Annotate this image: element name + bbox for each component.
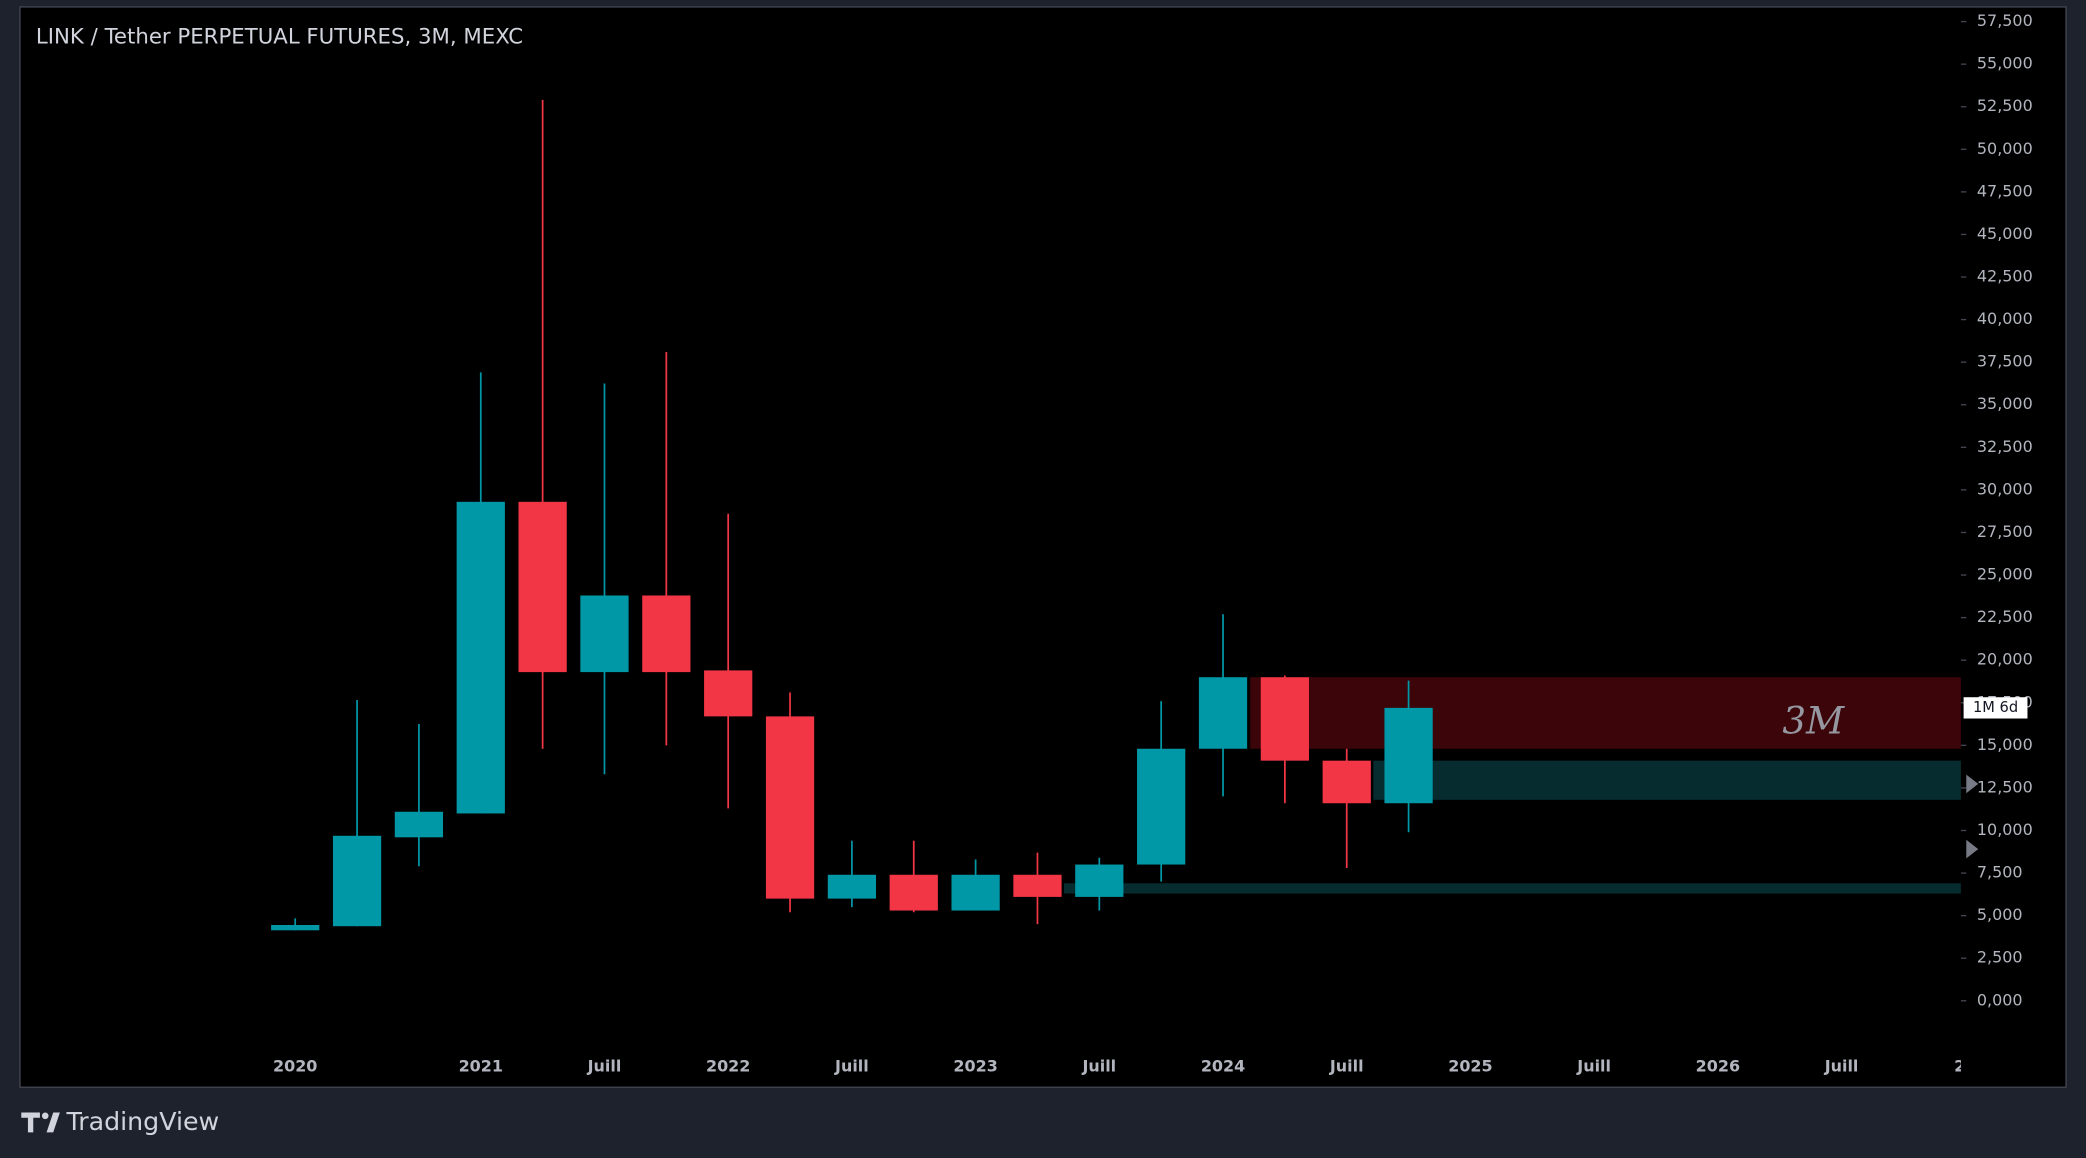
- y-tick-label: 57,500: [1977, 11, 2033, 30]
- candle-body: [642, 595, 691, 673]
- zone-label: 3M: [1782, 699, 1845, 743]
- x-tick-label: 2022: [706, 1057, 750, 1076]
- y-tick-label: 12,500: [1977, 777, 2033, 796]
- candle-body: [827, 874, 877, 899]
- candle-body: [332, 835, 382, 927]
- y-tick-label: 25,000: [1977, 565, 2033, 584]
- brand-logo: [21, 1112, 60, 1133]
- countdown-box: [1963, 697, 2028, 719]
- chart-title: LINK / Tether PERPETUAL FUTURES, 3M, MEX…: [36, 25, 523, 50]
- candle-body: [765, 716, 815, 899]
- candles: [271, 99, 1433, 931]
- candle-body: [1198, 677, 1248, 749]
- y-tick-label: 55,000: [1977, 54, 2033, 73]
- x-tick-label: Juill: [1081, 1057, 1116, 1076]
- x-tick-label: 2025: [1448, 1057, 1492, 1076]
- candle-body: [1075, 864, 1124, 897]
- x-tick-label: Juill: [834, 1057, 869, 1076]
- y-tick-label: 20,000: [1977, 650, 2033, 669]
- chart-panel: [19, 6, 2067, 1088]
- axis-marker: [1966, 774, 1979, 794]
- y-tick-label: 15,000: [1977, 735, 2033, 754]
- candle-body: [1137, 748, 1186, 865]
- candle-body: [951, 874, 1000, 911]
- y-tick-label: 52,500: [1977, 96, 2033, 115]
- x-tick-label: Juill: [1576, 1057, 1611, 1076]
- x-tick-label: Juill: [1824, 1057, 1859, 1076]
- candle-body: [271, 925, 320, 931]
- x-tick-label: 20: [1954, 1057, 1976, 1076]
- x-tick-label: 2023: [953, 1057, 997, 1076]
- x-tick-label: 2021: [459, 1057, 503, 1076]
- y-tick-label: 10,000: [1977, 820, 2033, 839]
- y-tick-label: 45,000: [1977, 224, 2033, 243]
- candle-body: [704, 670, 753, 717]
- candle-body: [580, 595, 629, 673]
- y-tick-label: 42,500: [1977, 267, 2033, 286]
- y-tick-label: 32,500: [1977, 437, 2033, 456]
- y-tick-label: 0,000: [1977, 990, 2023, 1009]
- candle-body: [1260, 677, 1310, 761]
- zone: [1064, 883, 1961, 894]
- candle-body: [1384, 707, 1433, 804]
- y-tick-label: 5,000: [1977, 905, 2023, 924]
- y-tick-label: 37,500: [1977, 352, 2033, 371]
- candle-body: [518, 501, 567, 673]
- y-tick-label: 7,500: [1977, 863, 2023, 882]
- zones: [1064, 677, 1961, 894]
- x-axis: 2020 2021 Juill 2022 Juill 2023 Juill 2024 Juill…: [273, 1057, 1976, 1076]
- y-axis: 0,0002,5005,0007,50010,00012,50015,00017…: [1960, 11, 2033, 1009]
- zone: [1373, 760, 1961, 800]
- y-tick-label: 35,000: [1977, 394, 2033, 413]
- zone: [1250, 677, 1961, 749]
- x-tick-label: Juill: [587, 1057, 622, 1076]
- candle-body: [1322, 760, 1371, 804]
- y-tick-label: 30,000: [1977, 479, 2033, 498]
- x-tick-label: 2024: [1201, 1057, 1245, 1076]
- countdown-label: 1M 6d: [1973, 699, 2018, 716]
- x-tick-label: 2020: [273, 1057, 317, 1076]
- y-tick-label: 50,000: [1977, 139, 2033, 158]
- brand-name: TradingView: [66, 1107, 220, 1136]
- y-tick-label: 40,000: [1977, 309, 2033, 328]
- y-tick-label: 2,500: [1977, 948, 2023, 967]
- axis-marker: [1966, 839, 1979, 859]
- candle-body: [394, 811, 444, 838]
- x-tick-label: 2026: [1696, 1057, 1740, 1076]
- y-tick-label: 22,500: [1977, 607, 2033, 626]
- x-tick-label: Juill: [1329, 1057, 1364, 1076]
- candle-body: [456, 501, 505, 814]
- candle-body: [889, 874, 938, 911]
- candle-body: [1013, 874, 1062, 897]
- y-tick-label: 47,500: [1977, 181, 2033, 200]
- y-tick-label: 27,500: [1977, 522, 2033, 541]
